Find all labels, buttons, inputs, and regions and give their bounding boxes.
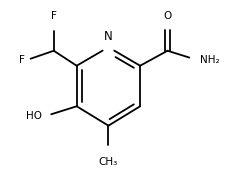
Text: F: F <box>19 55 25 64</box>
Text: N: N <box>104 30 113 43</box>
Text: NH₂: NH₂ <box>200 55 220 65</box>
Text: HO: HO <box>26 111 42 121</box>
Text: F: F <box>51 11 57 21</box>
Text: CH₃: CH₃ <box>99 157 118 167</box>
Text: O: O <box>163 11 172 21</box>
